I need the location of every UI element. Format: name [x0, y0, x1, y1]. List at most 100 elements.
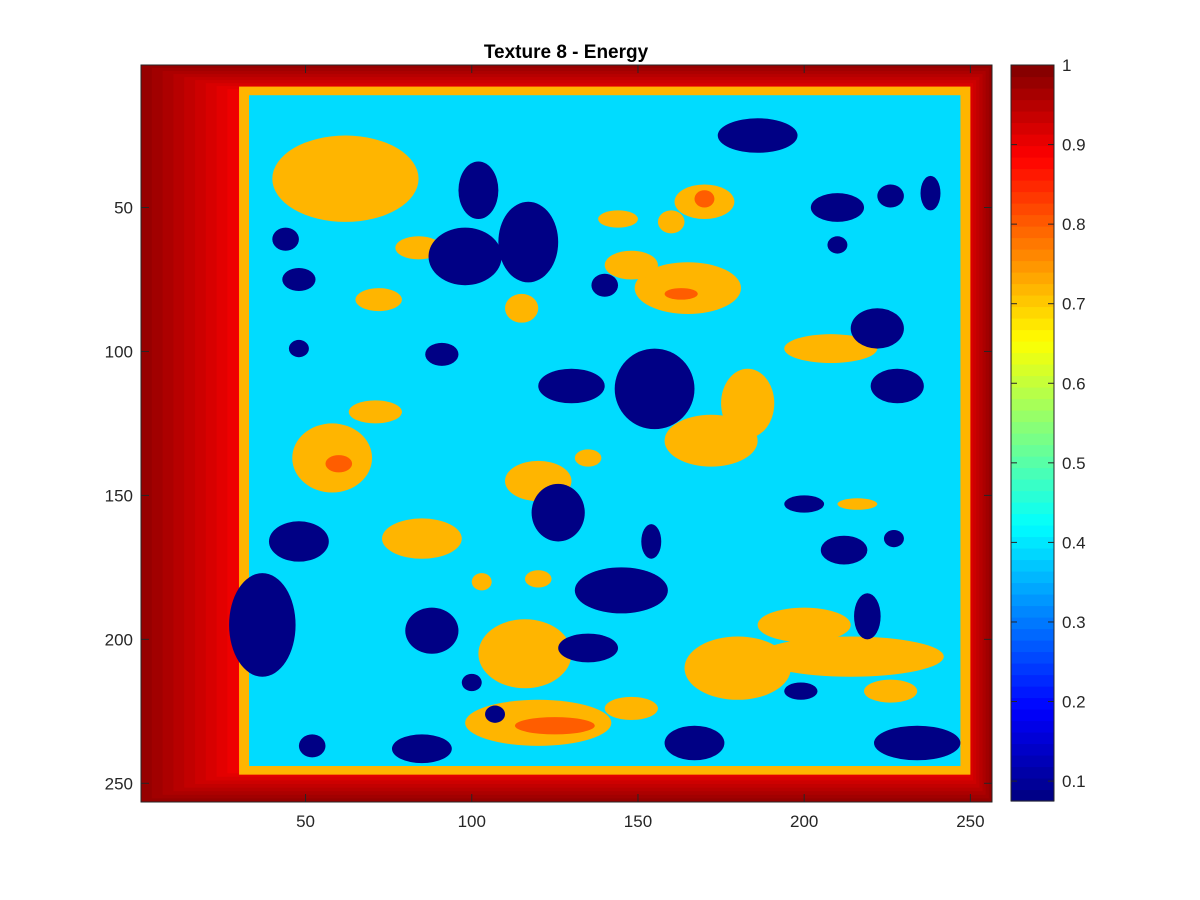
- x-tick-label: 100: [458, 812, 486, 831]
- colorbar-band: [1011, 318, 1054, 331]
- dark-blob: [485, 705, 506, 723]
- colorbar-band: [1011, 145, 1054, 158]
- hot-spot: [325, 455, 353, 473]
- colorbar-band: [1011, 755, 1054, 768]
- colorbar-band: [1011, 628, 1054, 641]
- orange-patch: [505, 293, 539, 323]
- dark-blob: [531, 483, 585, 542]
- colorbar-band: [1011, 571, 1054, 584]
- orange-patch: [634, 262, 742, 315]
- colorbar-band: [1011, 191, 1054, 204]
- colorbar-band: [1011, 582, 1054, 595]
- colorbar-tick-label: 0.9: [1062, 136, 1086, 155]
- colorbar-band: [1011, 329, 1054, 342]
- dark-blob: [558, 633, 619, 663]
- colorbar-band: [1011, 674, 1054, 687]
- orange-patch: [757, 636, 944, 677]
- dark-blob: [428, 227, 502, 286]
- orange-patch: [348, 400, 402, 424]
- dark-blob: [873, 725, 961, 761]
- colorbar-band: [1011, 467, 1054, 480]
- colorbar-band: [1011, 548, 1054, 561]
- colorbar-band: [1011, 260, 1054, 273]
- colorbar-band: [1011, 283, 1054, 296]
- heatmap-image: [141, 65, 992, 802]
- orange-patch: [471, 573, 492, 591]
- dark-blob: [425, 342, 459, 366]
- y-tick-label: 100: [105, 342, 133, 361]
- colorbar-band: [1011, 789, 1054, 802]
- colorbar-band: [1011, 237, 1054, 250]
- orange-patch: [757, 607, 851, 643]
- colorbar-band: [1011, 444, 1054, 457]
- x-tick-label: 150: [624, 812, 652, 831]
- colorbar-band: [1011, 651, 1054, 664]
- hot-spot: [694, 190, 715, 208]
- orange-patch: [784, 334, 878, 363]
- dark-blob: [614, 348, 695, 430]
- colorbar-band: [1011, 732, 1054, 745]
- colorbar-tick-label: 0.7: [1062, 295, 1086, 314]
- colorbar-tick-label: 0.5: [1062, 454, 1086, 473]
- orange-patch: [657, 210, 685, 234]
- colorbar-band: [1011, 697, 1054, 710]
- colorbar-band: [1011, 421, 1054, 434]
- dark-blob: [458, 161, 499, 220]
- dark-blob: [282, 267, 316, 291]
- colorbar-band: [1011, 65, 1054, 78]
- colorbar-band: [1011, 180, 1054, 193]
- dark-blob: [810, 193, 865, 222]
- colorbar-band: [1011, 502, 1054, 515]
- orange-patch: [355, 288, 402, 312]
- dark-blob: [854, 593, 881, 640]
- colorbar-band: [1011, 513, 1054, 526]
- y-tick-label: 250: [105, 774, 133, 793]
- dark-blob: [827, 236, 848, 254]
- colorbar-band: [1011, 479, 1054, 492]
- colorbar-band: [1011, 490, 1054, 503]
- colorbar-tick-label: 0.6: [1062, 374, 1086, 393]
- dark-blob: [877, 184, 904, 208]
- dark-blob: [391, 734, 452, 764]
- colorbar-tick-label: 0.1: [1062, 772, 1086, 791]
- colorbar-band: [1011, 720, 1054, 733]
- orange-patch: [837, 498, 878, 510]
- dark-blob: [405, 607, 459, 654]
- orange-patch: [598, 210, 638, 228]
- dark-blob: [268, 521, 329, 562]
- colorbar-band: [1011, 226, 1054, 239]
- colorbar-tick-label: 0.3: [1062, 613, 1086, 632]
- colorbar-band: [1011, 525, 1054, 538]
- colorbar-tick-label: 1: [1062, 56, 1071, 75]
- orange-patch: [524, 570, 552, 588]
- colorbar-band: [1011, 559, 1054, 572]
- colorbar-frame: [1010, 64, 1055, 802]
- orange-patch: [382, 518, 462, 559]
- dark-blob: [820, 535, 868, 565]
- dark-blob: [298, 734, 326, 758]
- colorbar-band: [1011, 76, 1054, 89]
- colorbar-band: [1011, 594, 1054, 607]
- colorbar-band: [1011, 410, 1054, 423]
- colorbar-band: [1011, 709, 1054, 722]
- colorbar-band: [1011, 122, 1054, 135]
- colorbar-band: [1011, 306, 1054, 319]
- orange-patch: [272, 135, 419, 222]
- colorbar-band: [1011, 341, 1054, 354]
- colorbar-band: [1011, 295, 1054, 308]
- dark-blob: [574, 567, 668, 614]
- dark-blob: [784, 495, 825, 513]
- dark-blob: [272, 227, 299, 251]
- colorbar: [1011, 65, 1054, 802]
- colorbar-band: [1011, 134, 1054, 147]
- orange-patch: [721, 368, 775, 438]
- colorbar-band: [1011, 168, 1054, 181]
- x-tick-label: 50: [296, 812, 315, 831]
- colorbar-band: [1011, 456, 1054, 469]
- colorbar-band: [1011, 640, 1054, 653]
- colorbar-band: [1011, 766, 1054, 779]
- orange-patch: [478, 619, 572, 689]
- dark-blob: [870, 368, 924, 404]
- dark-blob: [591, 273, 619, 297]
- hot-spot: [514, 717, 595, 735]
